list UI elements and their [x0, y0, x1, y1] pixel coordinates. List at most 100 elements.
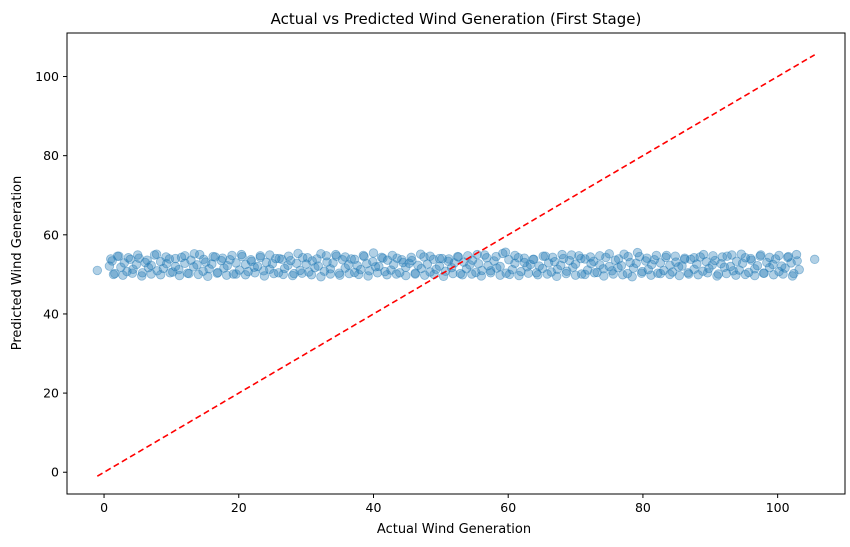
scatter-point — [568, 262, 578, 272]
scatter-point — [704, 263, 714, 274]
scatter-point — [221, 270, 232, 280]
scatter-point — [370, 262, 381, 272]
scatter-point — [467, 255, 478, 265]
scatter-point — [625, 257, 635, 268]
scatter-point — [387, 250, 398, 261]
scatter-point — [646, 270, 656, 280]
scatter-point — [519, 257, 530, 268]
scatter-point — [174, 270, 185, 281]
scatter-point — [453, 252, 464, 262]
scatter-point — [168, 267, 178, 277]
scatter-point — [794, 264, 804, 275]
scatter-point — [640, 256, 651, 266]
scatter-point — [719, 262, 730, 272]
scatter-point — [734, 265, 744, 275]
scatter-point — [255, 251, 266, 261]
scatter-point — [231, 269, 241, 279]
scatter-point — [455, 268, 466, 279]
scatter-point — [465, 260, 475, 270]
scatter-point — [513, 253, 524, 263]
scatter-point — [627, 272, 637, 282]
scatter-point — [556, 260, 566, 270]
scatter-point — [278, 269, 288, 280]
scatter-point — [443, 256, 453, 267]
x-tick-label: 0 — [100, 500, 108, 515]
scatter-point — [134, 253, 144, 263]
scatter-point — [212, 268, 222, 278]
scatter-point — [249, 262, 259, 272]
scatter-point — [267, 259, 278, 269]
scatter-point — [786, 258, 796, 268]
scatter-point — [343, 260, 354, 270]
scatter-point — [434, 261, 445, 271]
scatter-point — [428, 254, 439, 265]
x-axis-ticks: 0 20 40 60 80 100 — [100, 494, 790, 515]
scatter-point — [778, 269, 788, 279]
scatter-point — [392, 253, 402, 263]
scatter-point — [415, 249, 426, 259]
scatter-point — [628, 263, 639, 273]
scatter-point — [325, 264, 336, 274]
scatter-point — [759, 268, 769, 278]
scatter-point — [388, 259, 399, 270]
scatter-point — [316, 272, 326, 282]
scatter-point — [601, 252, 611, 263]
scatter-point — [721, 268, 732, 279]
scatter-point — [576, 269, 587, 279]
y-tick-label: 100 — [35, 69, 59, 84]
scatter-point — [359, 251, 369, 262]
scatter-point — [582, 265, 593, 275]
scatter-point — [337, 255, 348, 265]
scatter-point — [240, 270, 251, 280]
scatter-point — [580, 269, 590, 280]
scatter-point — [401, 262, 411, 272]
scatter-point — [236, 249, 247, 260]
scatter-point — [170, 253, 181, 264]
scatter-point — [182, 268, 193, 278]
scatter-point — [368, 248, 379, 258]
scatter-point — [110, 268, 120, 279]
y-tick-label: 80 — [43, 148, 59, 163]
scatter-point — [425, 251, 435, 261]
scatter-point — [710, 255, 720, 266]
scatter-point — [783, 251, 794, 262]
scatter-point — [346, 254, 356, 264]
scatter-point — [335, 270, 345, 280]
scatter-point — [237, 251, 247, 262]
scatter-point — [477, 265, 487, 276]
scatter-point — [461, 264, 472, 274]
scatter-point — [448, 268, 458, 279]
scatter-point — [671, 257, 681, 267]
scatter-point — [649, 255, 660, 265]
scatter-point — [613, 254, 624, 264]
scatter-point — [122, 266, 132, 277]
scatter-point — [217, 253, 228, 263]
scatter-point — [161, 252, 171, 262]
scatter-point — [355, 264, 366, 275]
scatter-point — [495, 261, 505, 272]
scatter-point — [304, 267, 314, 277]
scatter-point — [210, 252, 220, 262]
scatter-point — [491, 251, 501, 262]
scatter-point — [543, 258, 554, 268]
scatter-point — [259, 271, 270, 281]
scatter-point — [184, 268, 194, 279]
scatter-point — [131, 259, 142, 270]
scatter-point — [566, 250, 577, 260]
scatter-point — [112, 251, 123, 261]
scatter-point — [689, 264, 699, 274]
scatter-point — [667, 267, 678, 277]
scatter-point — [137, 271, 147, 281]
scatter-point — [557, 249, 567, 260]
scatter-point — [492, 263, 502, 273]
scatter-point — [599, 271, 609, 281]
scatter-point — [204, 264, 214, 274]
scatter-point — [193, 269, 204, 280]
scatter-point — [397, 255, 407, 265]
scatter-point — [416, 263, 427, 274]
scatter-point — [768, 259, 778, 270]
scatter-point — [176, 252, 187, 263]
scatter-point — [679, 253, 690, 263]
scatter-point — [222, 260, 233, 271]
y-tick-label: 20 — [43, 386, 59, 401]
